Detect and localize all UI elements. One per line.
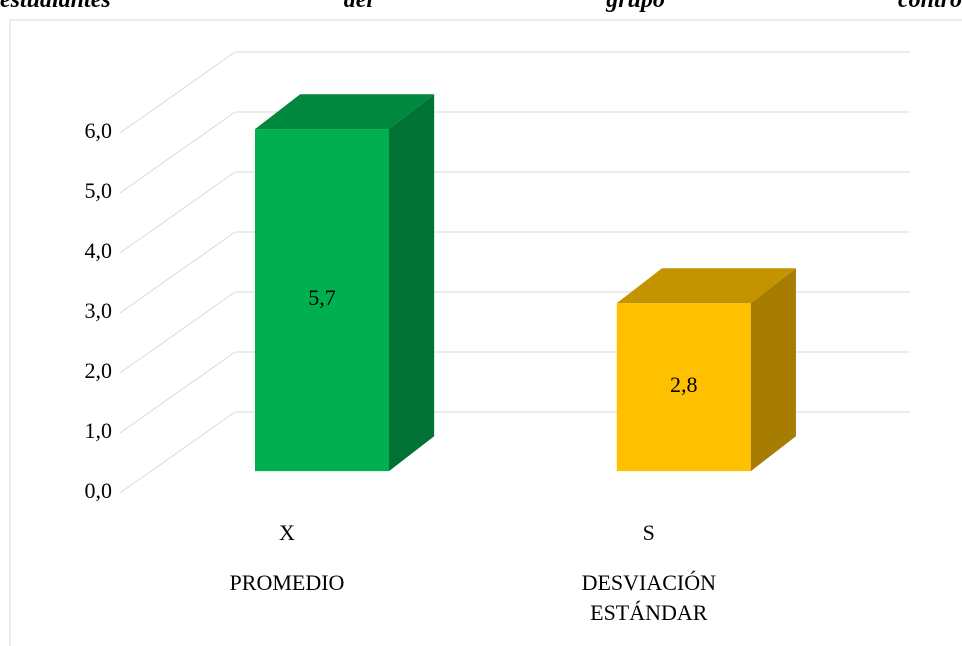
grid-line (119, 291, 236, 374)
bar-side (389, 94, 435, 472)
data-label: 2,8 (670, 372, 698, 397)
bar (255, 94, 435, 472)
bar-top (616, 268, 796, 304)
y-tick-label: 3,0 (85, 298, 113, 323)
y-tick-label: 5,0 (85, 178, 113, 203)
caption-word: contro (897, 0, 962, 13)
caption-word: grupo (606, 0, 665, 13)
grid-line (119, 351, 236, 434)
x-tick-label: S (643, 520, 655, 545)
bar-front (255, 129, 389, 472)
grid-line (119, 411, 236, 494)
grid-line (119, 231, 236, 314)
grid-line (119, 111, 236, 194)
y-tick-label: 2,0 (85, 358, 113, 383)
y-tick-label: 1,0 (85, 418, 113, 443)
bar-top (255, 94, 435, 130)
caption-word: del (343, 0, 374, 13)
bar-side (750, 268, 796, 472)
chart-border (9, 19, 962, 646)
grid-line (119, 51, 236, 134)
data-label: 5,7 (308, 285, 336, 310)
x-sublabel: DESVIACIÓN ESTÁNDAR (581, 570, 717, 625)
bar-front (616, 303, 751, 472)
caption: estudiantes del grupo contro (0, 0, 962, 14)
x-tick-label: X (279, 520, 295, 545)
y-tick-label: 0,0 (85, 478, 113, 503)
grid-line (119, 171, 236, 254)
x-sublabel: PROMEDIO (229, 570, 345, 595)
bar (616, 268, 796, 472)
y-tick-label: 4,0 (85, 238, 113, 263)
caption-word: estudiantes (0, 0, 111, 13)
y-tick-label: 6,0 (85, 118, 113, 143)
